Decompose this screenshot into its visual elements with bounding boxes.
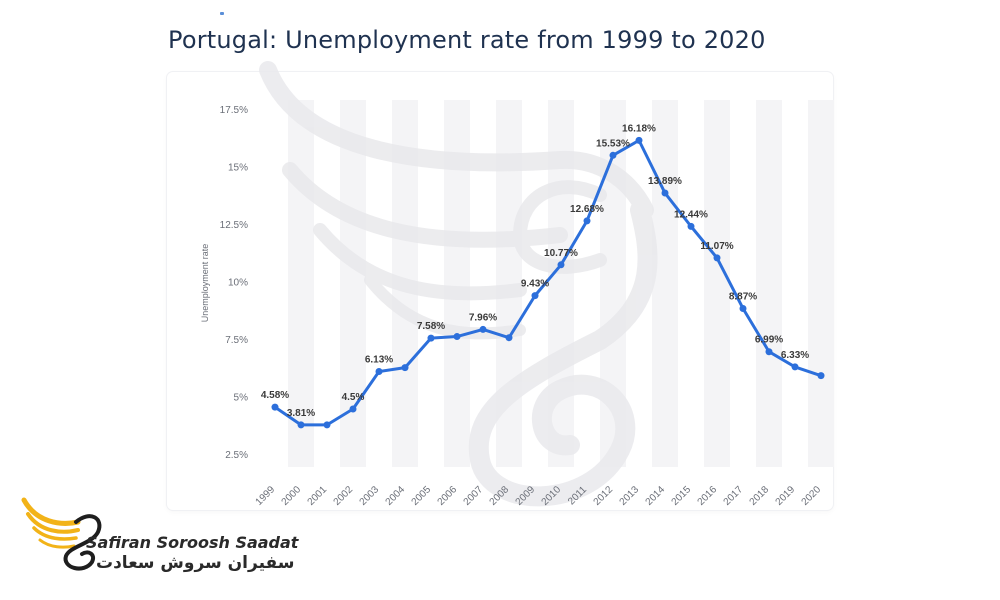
data-point[interactable] <box>427 334 435 342</box>
x-tick-label: 2006 <box>436 484 460 508</box>
data-label: 15.53% <box>596 138 630 149</box>
grid-band <box>704 100 730 467</box>
data-point[interactable] <box>791 363 799 371</box>
data-point[interactable] <box>583 217 591 225</box>
x-tick-label: 2017 <box>722 484 746 508</box>
data-point[interactable] <box>505 334 513 342</box>
data-point[interactable] <box>713 254 721 262</box>
data-label: 12.68% <box>570 204 604 215</box>
x-tick-label: 2005 <box>410 484 434 508</box>
x-tick-label: 2014 <box>644 484 668 508</box>
page-title: Portugal: Unemployment rate from 1999 to… <box>168 26 766 54</box>
data-point[interactable] <box>297 421 305 429</box>
x-tick-label: 2003 <box>358 484 382 508</box>
data-label: 4.58% <box>261 390 289 401</box>
data-label: 10.77% <box>544 248 578 259</box>
data-label: 7.58% <box>417 321 445 332</box>
data-point[interactable] <box>817 372 825 380</box>
data-point[interactable] <box>271 403 279 411</box>
data-label: 7.96% <box>469 312 497 323</box>
x-tick-label: 2015 <box>670 484 694 508</box>
data-label: 6.99% <box>755 335 783 346</box>
data-point[interactable] <box>609 151 617 159</box>
data-point[interactable] <box>323 421 331 429</box>
x-tick-label: 2016 <box>696 484 720 508</box>
data-label: 13.89% <box>648 176 682 187</box>
data-point[interactable] <box>765 348 773 356</box>
data-point[interactable] <box>557 261 565 269</box>
y-tick-label: 17.5% <box>220 105 248 116</box>
data-point[interactable] <box>453 333 461 341</box>
data-labels: 4.58% 3.81% 4.5% 6.13% 7.58% 7.96% 9.43% 10.77%… <box>261 123 809 419</box>
data-label: 4.5% <box>342 392 365 403</box>
data-label: 9.43% <box>521 279 549 290</box>
grid-band <box>288 100 314 467</box>
x-tick-label: 2004 <box>384 484 408 508</box>
y-tick-label: 10% <box>228 278 248 289</box>
x-tick-label: 2018 <box>748 484 772 508</box>
grid-band <box>808 100 834 467</box>
x-tick-label: 2002 <box>332 484 356 508</box>
data-label: 8.87% <box>729 291 757 302</box>
grid-band <box>756 100 782 467</box>
series-line <box>273 138 823 427</box>
data-label: 11.07% <box>700 241 733 252</box>
x-tick-label: 2020 <box>800 484 824 508</box>
y-tick-label: 15% <box>228 163 248 174</box>
y-tick-label: 7.5% <box>225 335 248 346</box>
y-tick-label: 5% <box>234 393 249 404</box>
data-point[interactable] <box>401 364 409 372</box>
data-label: 16.18% <box>622 123 656 134</box>
data-point[interactable] <box>479 325 487 333</box>
x-tick-label: 2001 <box>306 484 330 508</box>
y-tick-label: 2.5% <box>225 450 248 461</box>
data-point[interactable] <box>661 189 669 197</box>
grid-band <box>652 100 678 467</box>
data-point[interactable] <box>635 136 643 144</box>
brand-name-fa: سفیران سروش سعادت <box>96 553 295 573</box>
data-label: 6.13% <box>365 355 393 366</box>
data-point[interactable] <box>687 222 695 230</box>
x-tick-label: 2013 <box>618 484 642 508</box>
y-axis-label: Unemployment rate <box>200 244 210 323</box>
y-axis: 2.5% 5% 7.5% 10% 12.5% 15% 17.5% <box>220 105 248 461</box>
data-point[interactable] <box>531 292 539 300</box>
data-point[interactable] <box>375 368 383 376</box>
data-label: 3.81% <box>287 408 315 419</box>
brand-name-en: Safiran Soroosh Saadat <box>86 533 299 552</box>
header-accent-mark <box>220 12 224 15</box>
data-points <box>271 136 825 429</box>
data-point[interactable] <box>349 405 357 413</box>
y-tick-label: 12.5% <box>220 220 248 231</box>
data-point[interactable] <box>739 304 747 312</box>
brand-logo-icon <box>21 497 102 571</box>
x-tick-label: 2007 <box>462 484 486 508</box>
data-label: 12.44% <box>674 209 708 220</box>
data-label: 6.33% <box>781 350 809 361</box>
x-tick-label: 2019 <box>774 484 798 508</box>
